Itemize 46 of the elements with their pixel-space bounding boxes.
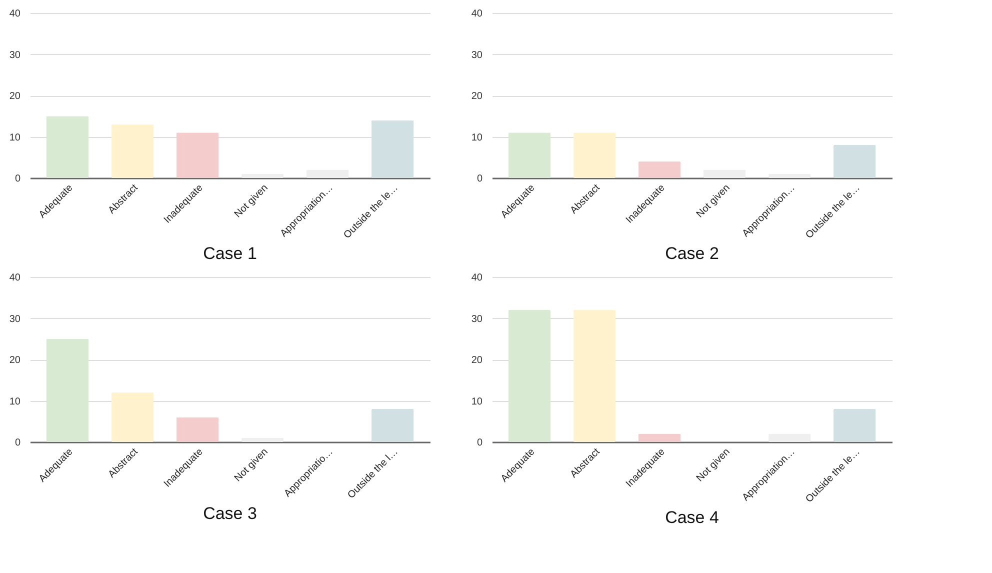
bar	[703, 170, 746, 178]
bar	[371, 120, 414, 178]
y-tick-label: 0	[476, 438, 483, 448]
y-tick-label: 0	[476, 174, 483, 184]
bar	[111, 392, 154, 442]
text: Case 1	[203, 244, 257, 263]
bar	[638, 434, 681, 442]
bar	[176, 132, 219, 178]
bar	[46, 116, 89, 178]
bar	[111, 124, 154, 178]
bar	[573, 132, 616, 178]
bar	[371, 409, 414, 442]
y-tick-label: 20	[471, 355, 483, 366]
bar	[638, 162, 681, 178]
y-tick-label: 30	[471, 314, 483, 325]
y-tick-label: 40	[9, 272, 21, 284]
y-tick-label: 30	[9, 314, 21, 325]
y-tick-label: 20	[471, 91, 483, 102]
y-tick-label: 40	[471, 8, 483, 20]
bar	[241, 438, 284, 442]
text: Case 2	[665, 244, 719, 263]
y-tick-label: 30	[471, 50, 483, 61]
bar	[176, 417, 219, 442]
bar	[508, 132, 551, 178]
bar	[241, 174, 284, 178]
bar	[833, 409, 876, 442]
bar	[508, 310, 551, 442]
text: Case 3	[203, 504, 257, 523]
y-tick-label: 0	[14, 438, 21, 448]
y-tick-label: 10	[9, 396, 21, 408]
bar	[833, 145, 876, 178]
bar	[768, 434, 811, 442]
y-tick-label: 20	[9, 91, 21, 102]
text: Case 4	[665, 508, 719, 527]
y-tick-label: 30	[9, 50, 21, 61]
y-tick-label: 40	[471, 272, 483, 284]
bar	[306, 170, 349, 178]
y-tick-label: 10	[471, 132, 483, 144]
y-tick-label: 10	[9, 132, 21, 144]
bar	[768, 174, 811, 178]
bar	[46, 338, 89, 442]
bar	[573, 310, 616, 442]
y-tick-label: 20	[9, 355, 21, 366]
y-tick-label: 0	[14, 174, 21, 184]
y-tick-label: 10	[471, 396, 483, 408]
y-tick-label: 40	[9, 8, 21, 20]
